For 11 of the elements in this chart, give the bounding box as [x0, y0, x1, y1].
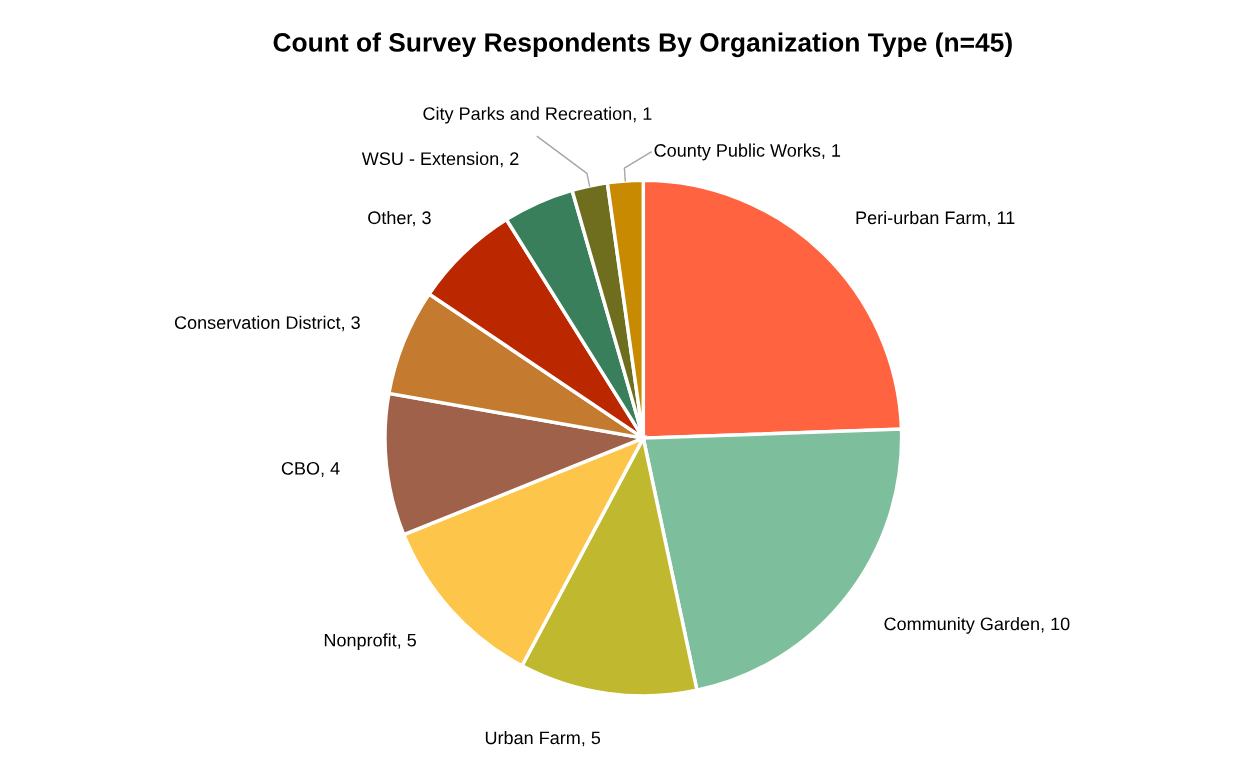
slice-label: County Public Works, 1 — [654, 143, 841, 161]
slice-label: Nonprofit, 5 — [324, 633, 416, 651]
slice-label: CBO, 4 — [281, 461, 340, 477]
slice-label: Other, 3 — [368, 210, 431, 227]
slice-label: Peri-urban Farm, 11 — [856, 210, 1015, 227]
slice-label: Conservation District, 3 — [174, 315, 360, 332]
slice-label: Community Garden, 10 — [884, 617, 1070, 634]
slice-label: City Parks and Recreation, 1 — [423, 106, 652, 124]
chart-title: Count of Survey Respondents By Organization Type (n=45) — [273, 32, 1012, 58]
slice-label: WSU - Extension, 2 — [361, 151, 519, 168]
slice-label: Urban Farm, 5 — [485, 730, 601, 747]
